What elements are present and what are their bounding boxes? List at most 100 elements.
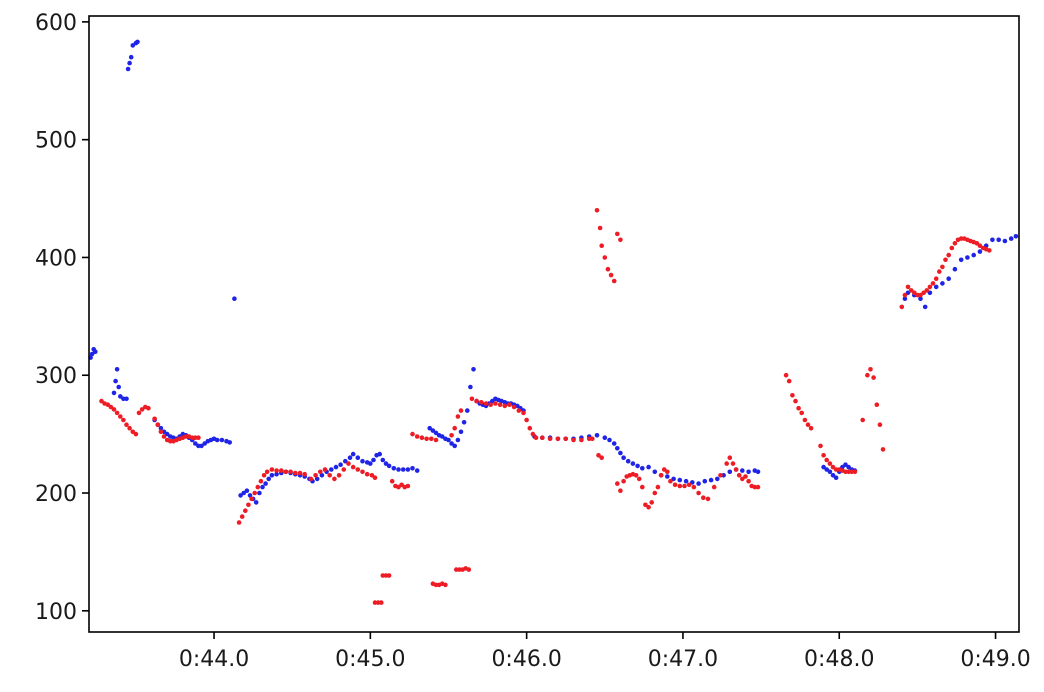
series-1-point bbox=[158, 429, 164, 435]
series-1-point bbox=[457, 567, 462, 572]
series-0-point bbox=[274, 471, 279, 477]
series-1-point bbox=[596, 453, 601, 458]
series-1-point bbox=[818, 443, 823, 449]
series-1-point bbox=[355, 467, 361, 472]
series-1-point bbox=[246, 502, 251, 508]
series-0-point bbox=[843, 462, 848, 468]
series-1-point bbox=[943, 257, 948, 263]
series-1-point bbox=[530, 431, 536, 437]
series-1-point bbox=[516, 408, 522, 413]
series-1-point bbox=[977, 243, 983, 248]
series-1-point bbox=[161, 434, 167, 439]
series-0-point bbox=[199, 443, 204, 449]
series-0-point bbox=[347, 455, 353, 461]
series-0-point bbox=[833, 475, 839, 481]
series-0-point bbox=[922, 304, 928, 310]
series-1-point bbox=[636, 476, 642, 482]
series-0-point bbox=[827, 469, 833, 475]
series-0-point bbox=[333, 464, 339, 470]
series-0-point bbox=[465, 408, 470, 413]
series-1-point bbox=[124, 422, 129, 428]
series-1-point bbox=[621, 478, 626, 484]
series-0-point bbox=[111, 390, 117, 396]
series-1-point bbox=[783, 372, 789, 378]
series-1-point bbox=[633, 473, 639, 478]
series-1-point bbox=[718, 473, 723, 478]
series-1-point bbox=[380, 573, 386, 578]
series-1-point bbox=[308, 476, 314, 482]
series-0-point bbox=[602, 435, 608, 441]
series-0-point bbox=[708, 477, 714, 483]
series-0-point bbox=[391, 466, 397, 471]
series-1-point bbox=[336, 473, 342, 478]
series-1-point bbox=[152, 416, 157, 422]
series-0-point bbox=[946, 276, 951, 282]
series-1-point bbox=[474, 398, 479, 404]
series-0-point bbox=[1008, 236, 1014, 241]
series-1-point bbox=[974, 241, 980, 246]
series-1-point bbox=[279, 468, 284, 473]
series-1-point bbox=[424, 436, 429, 442]
series-1-point bbox=[672, 482, 678, 488]
series-1-point bbox=[899, 304, 905, 310]
series-1-point bbox=[571, 437, 576, 443]
plot-frame bbox=[88, 15, 1020, 633]
series-1-point bbox=[736, 473, 742, 478]
series-1-point bbox=[540, 435, 545, 441]
series-0-point bbox=[113, 378, 118, 384]
series-0-point bbox=[164, 431, 170, 437]
series-1-point bbox=[643, 502, 648, 508]
series-0-point bbox=[665, 474, 670, 479]
series-1-point bbox=[949, 245, 955, 251]
series-1-point bbox=[874, 402, 880, 408]
series-1-point bbox=[880, 447, 886, 452]
series-1-point bbox=[196, 435, 201, 441]
series-0-point bbox=[380, 457, 386, 463]
series-1-point bbox=[724, 461, 729, 466]
series-0-point bbox=[746, 469, 751, 475]
series-1-point bbox=[252, 490, 257, 496]
series-1-point bbox=[802, 417, 808, 423]
series-1-point bbox=[239, 514, 245, 519]
series-0-point bbox=[135, 39, 140, 45]
series-0-point bbox=[458, 429, 464, 435]
series-0-point bbox=[933, 284, 939, 290]
series-1-point bbox=[111, 407, 117, 412]
y-tick-label: 200 bbox=[35, 482, 77, 507]
series-0-point bbox=[427, 425, 433, 431]
series-1-point bbox=[563, 436, 568, 442]
series-0-point bbox=[958, 257, 964, 263]
series-0-point bbox=[257, 490, 262, 496]
series-0-point bbox=[214, 437, 220, 443]
series-1-point bbox=[646, 504, 651, 510]
x-tick-label: 0:45.0 bbox=[335, 647, 405, 672]
series-1-point bbox=[937, 269, 942, 274]
series-1-point bbox=[521, 410, 526, 416]
series-0-point bbox=[683, 478, 689, 484]
series-0-point bbox=[715, 476, 720, 482]
series-0-point bbox=[594, 433, 600, 438]
series-0-point bbox=[918, 296, 923, 302]
series-1-point bbox=[429, 436, 434, 442]
series-0-point bbox=[368, 461, 373, 466]
series-1-point bbox=[283, 469, 289, 475]
series-1-point bbox=[730, 461, 736, 466]
y-axis: 100 200 300 400 500 600 bbox=[35, 11, 89, 625]
y-tick-label: 100 bbox=[35, 600, 77, 625]
series-1-point bbox=[155, 422, 161, 428]
series-1-point bbox=[372, 475, 378, 481]
series-0-point bbox=[350, 451, 356, 457]
series-0-point bbox=[219, 437, 225, 443]
series-1-point bbox=[952, 241, 958, 246]
series-1-point bbox=[860, 417, 865, 423]
series-1-point bbox=[599, 243, 604, 248]
series-1-point bbox=[833, 467, 839, 472]
series-1-point bbox=[796, 405, 801, 411]
series-1-point bbox=[243, 508, 248, 513]
series-0-point bbox=[618, 450, 623, 456]
series-1-point bbox=[455, 414, 461, 419]
series-0-point bbox=[93, 349, 98, 355]
series-1-point bbox=[318, 469, 323, 475]
series-1-point bbox=[389, 478, 395, 484]
